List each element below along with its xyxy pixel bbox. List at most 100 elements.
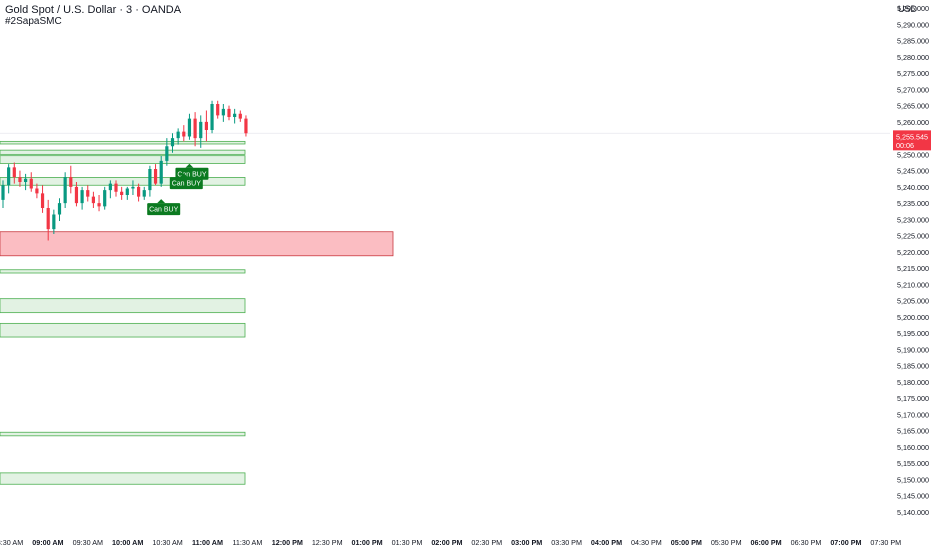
candle[interactable] <box>176 128 180 145</box>
candle[interactable] <box>108 180 112 199</box>
candle[interactable] <box>35 183 39 199</box>
x-tick-label: 09:00 AM <box>32 538 63 547</box>
y-tick-label: 5,150.000 <box>897 475 929 484</box>
candle-body <box>187 118 192 137</box>
candle[interactable] <box>74 182 79 207</box>
candle-body <box>170 138 175 147</box>
indicator-title[interactable]: #2SapaSMC <box>5 16 62 27</box>
candle[interactable] <box>238 110 242 122</box>
candle[interactable] <box>193 112 197 147</box>
candle[interactable] <box>40 185 45 213</box>
candle[interactable] <box>69 165 73 194</box>
candle[interactable] <box>86 185 90 202</box>
x-tick-label: 09:30 AM <box>73 538 103 547</box>
candle[interactable] <box>91 191 95 208</box>
y-tick-label: 5,170.000 <box>897 410 929 419</box>
x-tick-label: 12:00 PM <box>272 538 303 547</box>
candle[interactable] <box>187 113 192 140</box>
signal-text: Can BUY <box>172 181 202 188</box>
candle[interactable] <box>204 110 208 142</box>
candle-body <box>46 208 50 230</box>
y-tick-label: 5,270.000 <box>897 85 929 94</box>
signal-arrow <box>179 173 188 178</box>
candle-body <box>63 177 67 204</box>
signals: Can BUY Can BUY Can BUY <box>147 163 209 216</box>
y-tick-label: 5,260.000 <box>897 118 929 127</box>
candle-body <box>233 113 237 117</box>
candle[interactable] <box>52 209 56 234</box>
candle[interactable] <box>29 172 33 192</box>
candle[interactable] <box>57 198 62 221</box>
candle[interactable] <box>131 180 135 195</box>
candle[interactable] <box>125 186 129 200</box>
x-tick-label: 11:00 AM <box>192 538 223 547</box>
candle[interactable] <box>12 162 16 184</box>
candle-body <box>216 104 220 116</box>
candle[interactable] <box>148 165 152 197</box>
candle[interactable] <box>103 186 107 210</box>
candle[interactable] <box>120 186 124 200</box>
candles[interactable] <box>1 100 248 241</box>
candle[interactable] <box>97 195 101 212</box>
x-tick-label: 07:30 PM <box>870 538 901 547</box>
candle-body <box>52 214 56 230</box>
y-tick-label: 5,280.000 <box>897 53 929 62</box>
candle[interactable] <box>80 186 84 210</box>
candle-body <box>125 188 129 195</box>
candle-body <box>97 203 101 207</box>
candle[interactable] <box>63 172 67 208</box>
candle[interactable] <box>221 104 225 122</box>
x-tick-label: 06:00 PM <box>751 538 782 547</box>
candle[interactable] <box>227 105 231 121</box>
candle[interactable] <box>165 138 169 166</box>
signal-arrow <box>185 163 194 168</box>
candle[interactable] <box>199 115 203 148</box>
candle[interactable] <box>153 164 158 186</box>
candle[interactable] <box>233 108 237 124</box>
y-tick-label: 5,200.000 <box>897 313 929 322</box>
candle-body <box>159 160 163 184</box>
candle[interactable] <box>137 183 141 202</box>
y-tick-label: 5,265.000 <box>897 102 929 111</box>
candle[interactable] <box>114 180 118 197</box>
candle[interactable] <box>46 199 50 241</box>
demand-zone <box>0 472 246 485</box>
candle[interactable] <box>216 100 220 119</box>
candle-body <box>165 146 169 161</box>
candle[interactable] <box>182 125 186 142</box>
candle[interactable] <box>18 170 22 187</box>
candle-body <box>120 191 124 195</box>
candle-body <box>86 190 90 197</box>
candle[interactable] <box>24 173 28 191</box>
candle[interactable] <box>170 133 175 153</box>
x-tick-label: 06:30 PM <box>791 538 822 547</box>
candle[interactable] <box>210 100 214 134</box>
candle[interactable] <box>7 164 11 194</box>
candle-body <box>91 196 95 204</box>
candle-body <box>7 167 11 186</box>
y-tick-label: 5,240.000 <box>897 183 929 192</box>
candle-body <box>148 169 152 191</box>
time-axis[interactable]: 08:30 AM 09:00 AM 09:30 AM 10:00 AM 10:30 AM… <box>0 538 901 547</box>
currency-label[interactable]: USD <box>898 4 918 14</box>
candle[interactable] <box>159 156 163 187</box>
candle[interactable] <box>142 186 146 200</box>
symbol-title[interactable]: Gold Spot / U.S. Dollar · 3 · OANDA <box>5 4 182 16</box>
y-tick-label: 5,155.000 <box>897 459 929 468</box>
candle[interactable] <box>1 180 5 208</box>
candle-body <box>57 203 62 215</box>
demand-zone <box>0 177 246 186</box>
demand-zone <box>0 269 246 274</box>
price-axis[interactable]: 5,140.000 5,145.000 5,150.000 5,155.000 5,16… <box>897 4 929 517</box>
candle-body <box>108 183 112 191</box>
y-tick-label: 5,210.000 <box>897 280 929 289</box>
x-tick-label: 04:30 PM <box>631 538 662 547</box>
x-tick-label: 03:00 PM <box>511 538 542 547</box>
candle-body <box>204 121 208 130</box>
candle-body <box>1 185 5 200</box>
candle-body <box>69 177 73 187</box>
signal-arrow <box>157 199 166 204</box>
candle[interactable] <box>244 115 248 137</box>
